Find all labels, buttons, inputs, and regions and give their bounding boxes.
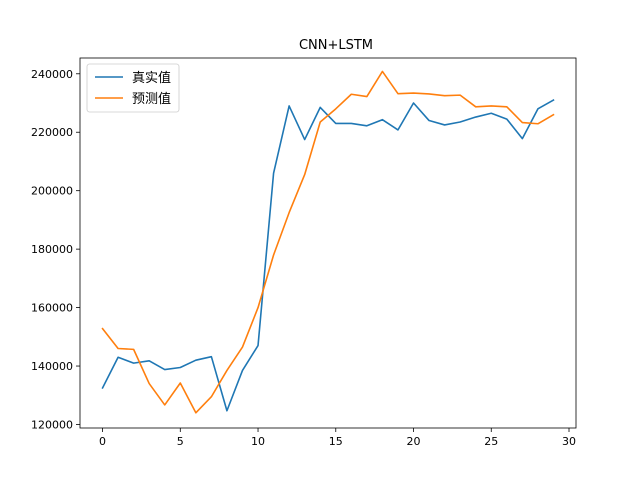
y-tick-label: 160000: [31, 302, 73, 315]
y-tick-label: 120000: [31, 418, 73, 431]
x-tick-label: 5: [177, 435, 184, 448]
y-tick-label: 220000: [31, 126, 73, 139]
y-tick-label: 200000: [31, 185, 73, 198]
x-tick-label: 20: [407, 435, 421, 448]
legend-label-0: 真实值: [132, 70, 171, 86]
axes-frame: [79, 57, 577, 429]
x-tick-label: 0: [99, 435, 106, 448]
x-tick-label: 10: [251, 435, 265, 448]
plot-area: 0 5 10 15 20 25 30 120000 140000 160000 180000 2000…: [31, 57, 577, 448]
y-tick-label: 240000: [31, 68, 73, 81]
legend-label-1: 预测值: [132, 91, 171, 107]
series-line-1: [101, 70, 555, 414]
y-tick-label: 140000: [31, 360, 73, 373]
x-tick-label: 15: [329, 435, 343, 448]
chart-title: CNN+LSTM: [299, 38, 373, 53]
y-tick-label: 180000: [31, 243, 73, 256]
x-tick-label: 30: [562, 435, 576, 448]
legend-box: [86, 63, 180, 113]
x-tick-label: 25: [484, 435, 498, 448]
